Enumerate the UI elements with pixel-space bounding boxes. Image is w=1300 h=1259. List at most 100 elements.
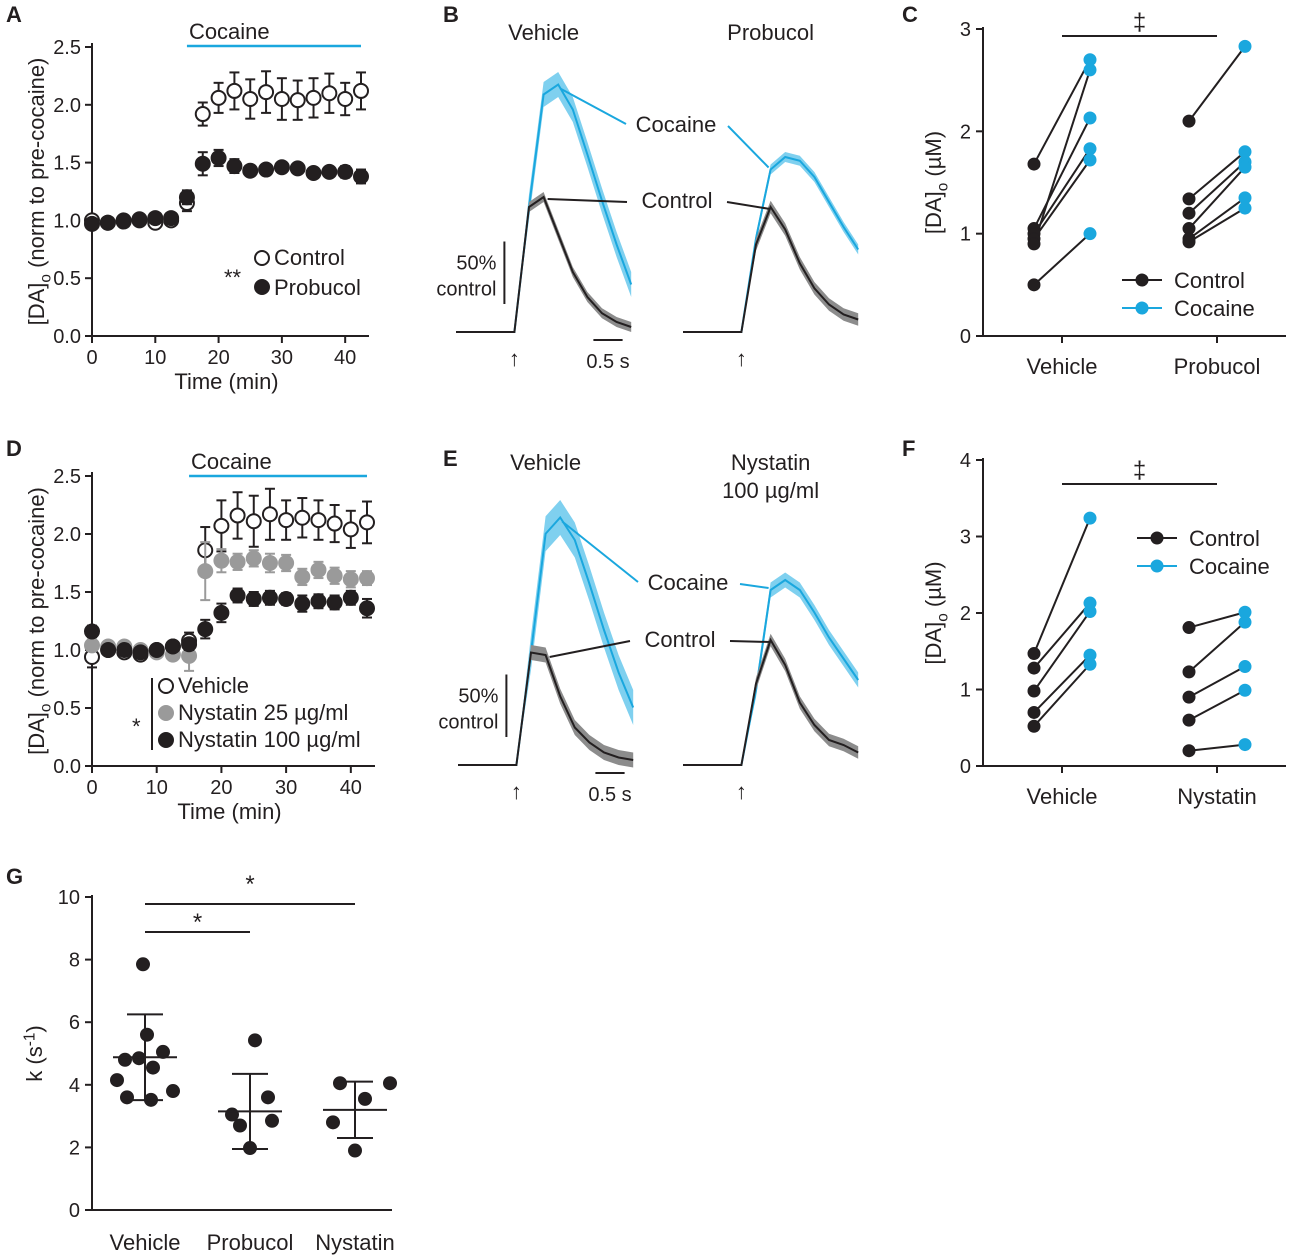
legend-probucol-label: Probucol bbox=[274, 275, 361, 300]
control-label: Control bbox=[645, 627, 716, 652]
y-tick-label: 2 bbox=[69, 1137, 80, 1159]
cocaine-point bbox=[1083, 604, 1097, 618]
data-point bbox=[294, 509, 311, 526]
y-axis-label-sub: -1 bbox=[21, 1033, 38, 1047]
legend-control-marker bbox=[1150, 531, 1164, 545]
data-point bbox=[278, 590, 295, 607]
control-point bbox=[1182, 192, 1196, 206]
x-tick-label: 40 bbox=[340, 777, 362, 799]
cocaine-point bbox=[1083, 153, 1097, 167]
data-point bbox=[337, 91, 354, 108]
cocaine-point bbox=[1238, 738, 1252, 752]
y-axis-label-tail: (norm to pre-cocaine) bbox=[24, 487, 49, 703]
x-tick-label: Vehicle bbox=[110, 1230, 181, 1255]
significance-marker: ‡ bbox=[1133, 9, 1146, 36]
data-point bbox=[261, 506, 278, 523]
data-point bbox=[233, 1118, 247, 1133]
panel-label-G: G bbox=[6, 864, 23, 889]
y-tick-label: 2.5 bbox=[53, 466, 81, 488]
x-tick-label: Nystatin bbox=[315, 1230, 394, 1255]
legend-label: Vehicle bbox=[178, 673, 249, 698]
control-point bbox=[1027, 237, 1041, 251]
pair-line bbox=[1188, 197, 1246, 240]
data-point bbox=[278, 512, 295, 529]
control-leader-left bbox=[549, 640, 631, 658]
data-point bbox=[164, 638, 181, 655]
legend-cocaine-label: Cocaine bbox=[1189, 554, 1270, 579]
data-point bbox=[131, 211, 148, 228]
data-point bbox=[305, 165, 322, 182]
cocaine-point bbox=[1238, 39, 1252, 53]
pair-line bbox=[1033, 159, 1091, 240]
cocaine-point bbox=[1083, 142, 1097, 156]
stim-arrow: ↑ bbox=[736, 346, 747, 371]
data-point bbox=[261, 555, 278, 571]
y-tick-label: 2.5 bbox=[53, 37, 81, 59]
y-tick-label: 3 bbox=[960, 19, 971, 41]
scale-bar-y-label-2: control bbox=[438, 712, 498, 734]
data-point bbox=[118, 1052, 132, 1067]
pair-line bbox=[1033, 663, 1091, 727]
data-point bbox=[213, 604, 230, 621]
y-axis-label-main: [DA] bbox=[24, 283, 49, 326]
data-point bbox=[337, 163, 354, 180]
data-point bbox=[146, 1060, 160, 1075]
panel-label-E: E bbox=[443, 446, 458, 471]
pair-line bbox=[1188, 665, 1246, 699]
significance-marker: * bbox=[132, 714, 141, 739]
legend-marker bbox=[158, 732, 174, 748]
control-point bbox=[1182, 713, 1196, 727]
pair-line bbox=[1033, 610, 1091, 692]
legend-marker bbox=[158, 705, 174, 721]
pair-line bbox=[1188, 621, 1246, 673]
pair-line bbox=[1033, 654, 1091, 714]
control-trace bbox=[458, 651, 634, 766]
data-point bbox=[289, 160, 306, 177]
data-point bbox=[333, 1076, 347, 1091]
pair-line bbox=[1188, 689, 1246, 721]
data-point bbox=[353, 82, 369, 99]
x-tick-label: 0 bbox=[86, 777, 97, 799]
data-point bbox=[136, 957, 150, 972]
data-point bbox=[166, 1084, 180, 1099]
data-point bbox=[261, 589, 278, 606]
data-point bbox=[84, 215, 100, 232]
panel-label-B: B bbox=[443, 2, 459, 27]
data-point bbox=[229, 587, 246, 604]
legend-control-label: Control bbox=[274, 245, 345, 270]
y-tick-label: 0 bbox=[960, 756, 971, 778]
data-point bbox=[342, 521, 359, 538]
data-point bbox=[84, 623, 100, 640]
cocaine-point bbox=[1083, 227, 1097, 241]
y-axis-label-main: [DA] bbox=[921, 191, 946, 234]
pair-line bbox=[1188, 161, 1246, 214]
data-point bbox=[383, 1076, 397, 1091]
data-point bbox=[359, 514, 375, 531]
data-point bbox=[156, 1044, 170, 1059]
y-tick-label: 0 bbox=[69, 1200, 80, 1222]
data-point bbox=[120, 1090, 134, 1105]
cocaine-sem-band bbox=[458, 500, 634, 765]
y-axis-label-tail: (norm to pre-cocaine) bbox=[24, 58, 49, 274]
data-point bbox=[210, 89, 227, 106]
x-tick-label: 30 bbox=[271, 347, 293, 369]
y-axis-label-main: [DA] bbox=[24, 712, 49, 755]
data-point bbox=[359, 600, 375, 617]
scale-bar-x-label: 0.5 s bbox=[588, 784, 631, 806]
control-point bbox=[1027, 719, 1041, 733]
cocaine-point bbox=[1083, 657, 1097, 671]
scale-bar-y-label: 50% bbox=[456, 253, 496, 275]
y-tick-label: 0.5 bbox=[53, 698, 81, 720]
data-point bbox=[245, 513, 262, 530]
data-point bbox=[305, 89, 322, 106]
y-axis-label-tail: ) bbox=[22, 1025, 47, 1032]
x-axis-label: Time (min) bbox=[174, 369, 278, 394]
x-tick-label: 40 bbox=[334, 347, 356, 369]
scale-bar-y-label-2: control bbox=[436, 279, 496, 301]
cocaine-point bbox=[1238, 660, 1252, 674]
control-leader-right bbox=[729, 640, 771, 643]
control-sem-band bbox=[683, 200, 859, 332]
cocaine-leader-right bbox=[727, 125, 770, 169]
data-point bbox=[110, 1073, 124, 1088]
control-point bbox=[1027, 278, 1041, 292]
